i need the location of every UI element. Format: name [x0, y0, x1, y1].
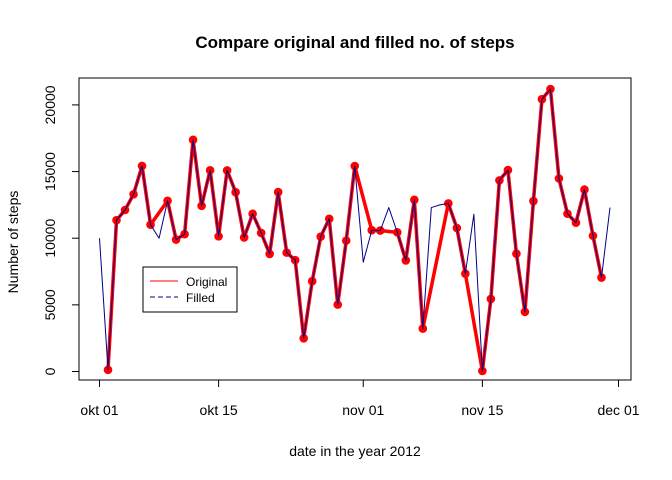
legend: Original Filled	[142, 266, 238, 313]
x-tick-label: okt 15	[200, 402, 238, 418]
series-layer	[99, 84, 611, 376]
y-tick-label: 15000	[42, 152, 58, 191]
x-axis-label: date in the year 2012	[289, 443, 421, 459]
plot-frame	[78, 77, 632, 381]
legend-box	[142, 266, 238, 313]
series-filled-line	[99, 88, 611, 372]
x-tick-label: nov 01	[342, 402, 384, 418]
x-tick-label: dec 01	[597, 402, 639, 418]
y-axis: 0 5000 10000 15000 20000	[42, 85, 80, 375]
y-tick-label: 0	[42, 367, 58, 375]
series-original-line	[106, 87, 604, 373]
legend-label-original: Original	[186, 275, 227, 289]
x-tick-label: nov 15	[461, 402, 503, 418]
y-tick-label: 10000	[42, 219, 58, 258]
y-tick-label: 20000	[42, 85, 58, 124]
x-tick-label: okt 01	[80, 402, 118, 418]
y-axis-label: Number of steps	[5, 191, 21, 294]
chart-title: Compare original and filled no. of steps	[195, 33, 514, 52]
y-tick-label: 5000	[42, 289, 58, 320]
legend-label-filled: Filled	[186, 291, 215, 305]
x-axis: okt 01 okt 15 nov 01 nov 15 dec 01	[80, 379, 640, 418]
